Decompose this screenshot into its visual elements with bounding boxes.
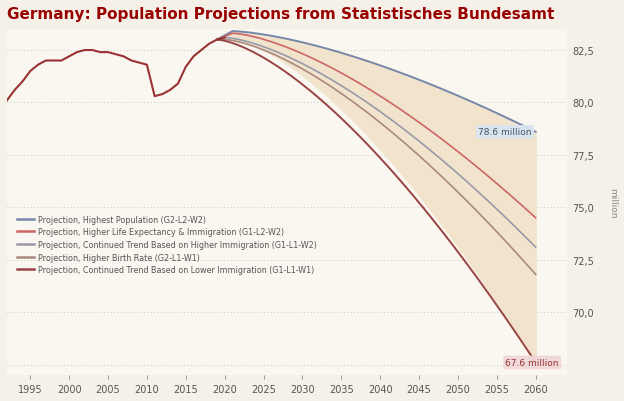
Legend: Projection, Highest Population (G2-L2-W2), Projection, Higher Life Expectancy & : Projection, Highest Population (G2-L2-W2… [17, 215, 317, 274]
Text: 67.6 million: 67.6 million [505, 358, 559, 367]
Text: 78.6 million: 78.6 million [478, 128, 532, 137]
Y-axis label: million: million [608, 187, 617, 218]
Text: Germany: Population Projections from Statistisches Bundesamt: Germany: Population Projections from Sta… [7, 7, 554, 22]
